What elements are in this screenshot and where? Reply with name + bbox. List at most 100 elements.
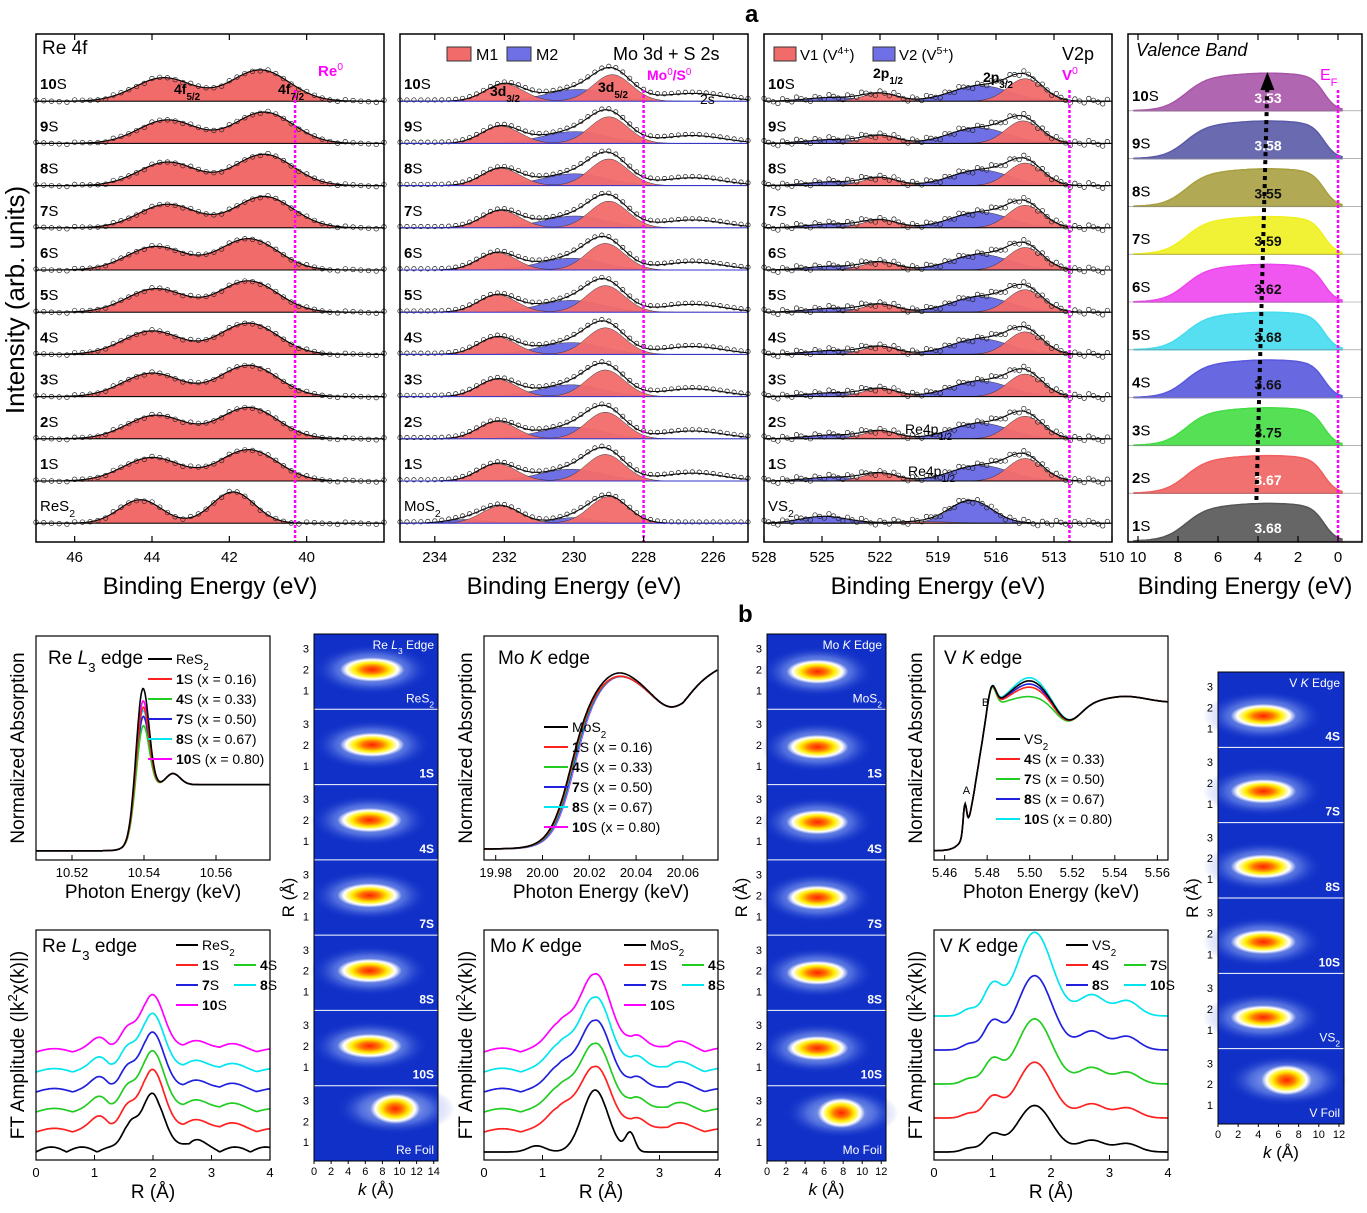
data-point: [102, 263, 109, 269]
label-part: χ(k)|): [906, 951, 927, 994]
data-point: [585, 238, 591, 244]
data-point: [826, 218, 832, 224]
label-part: 6: [1132, 279, 1140, 296]
data-point: [172, 202, 178, 209]
data-point: [226, 325, 232, 331]
series-line: [36, 706, 270, 852]
data-point: [606, 234, 612, 240]
label-part: S: [48, 203, 58, 220]
data-point: [249, 236, 256, 243]
data-point: [501, 79, 507, 85]
plot-frame: [933, 635, 1169, 861]
data-point: [296, 472, 302, 478]
row-label: 2S: [40, 414, 58, 431]
data-point: [1021, 194, 1027, 201]
data-point: [188, 121, 194, 127]
label-part: S: [658, 977, 667, 993]
data-point: [102, 431, 109, 438]
data-point: [937, 179, 943, 185]
row-label: 8S: [768, 161, 786, 178]
data-point: [373, 394, 379, 401]
label-part: 7: [1132, 231, 1140, 248]
x-tick-label: 6: [821, 1166, 827, 1178]
data-point: [599, 317, 605, 323]
data-point: [571, 164, 577, 171]
data-point: [157, 454, 163, 461]
data-point: [682, 216, 688, 222]
label-part: 8: [404, 161, 412, 178]
data-point: [126, 420, 132, 427]
data-point: [280, 157, 287, 164]
data-point: [641, 173, 647, 179]
label-part: S: [776, 329, 786, 346]
data-point: [793, 305, 800, 311]
data-point: [634, 340, 640, 346]
data-point: [188, 379, 194, 385]
data-point: [766, 519, 772, 525]
data-point: [288, 257, 294, 263]
label-part: (Å): [1272, 1143, 1299, 1162]
data-point: [334, 310, 341, 316]
data-point: [550, 129, 556, 135]
data-point: [710, 386, 716, 392]
data-point: [627, 163, 633, 169]
data-point: [854, 179, 860, 185]
data-point: [984, 336, 990, 342]
data-point: [984, 83, 990, 89]
data-point: [661, 133, 668, 139]
y-tick-label: 3: [756, 945, 762, 957]
label-part: 2: [601, 730, 606, 741]
spectrum-row: 8S: [33, 150, 387, 190]
data-point: [620, 114, 626, 121]
data-point: [877, 215, 883, 221]
label-part: 10: [202, 997, 218, 1013]
data-point: [211, 85, 217, 91]
y-tick-label: 1: [1207, 799, 1213, 811]
label-part: S (x = 0.50): [1032, 771, 1105, 787]
x-tick-label: 3: [656, 1165, 663, 1180]
data-point: [172, 247, 178, 254]
x-tick-label: 5.54: [1102, 865, 1127, 880]
spectrum-row: 6S 3.62: [1128, 263, 1362, 303]
data-point: [242, 199, 248, 205]
tile-label: 10S: [413, 1068, 434, 1082]
label-part: S: [1140, 518, 1150, 535]
label-part: 2: [453, 994, 468, 1001]
data-point: [835, 95, 841, 101]
data-point: [319, 392, 325, 398]
data-point: [951, 469, 957, 475]
data-point: [613, 280, 619, 286]
data-point: [627, 293, 633, 299]
label-part: (Å): [367, 1180, 394, 1199]
data-point: [141, 372, 147, 378]
data-point: [979, 377, 985, 383]
data-point: [319, 220, 325, 227]
data-point: [703, 90, 709, 96]
series-line: [35, 1049, 271, 1113]
data-point: [257, 195, 263, 201]
chart-title: Mo K edge: [498, 648, 590, 669]
x-tick-label: 0: [480, 1165, 487, 1180]
data-point: [634, 382, 640, 389]
data-point: [460, 431, 466, 437]
data-point: [1086, 138, 1092, 144]
data-point: [868, 91, 874, 97]
data-point: [858, 216, 864, 222]
data-point: [641, 514, 647, 520]
data-point: [487, 418, 494, 424]
data-point: [696, 469, 702, 475]
y-tick-label: 3: [303, 1095, 309, 1107]
data-point: [288, 299, 294, 305]
series-line: [483, 1019, 719, 1093]
x-tick-label: 4: [345, 1166, 351, 1178]
data-point: [896, 92, 902, 99]
data-point: [110, 341, 116, 347]
data-point: [840, 265, 846, 272]
data-point: [831, 473, 837, 479]
data-point: [613, 407, 619, 413]
data-point: [592, 403, 598, 409]
data-point: [226, 164, 232, 170]
data-point: [404, 181, 410, 187]
